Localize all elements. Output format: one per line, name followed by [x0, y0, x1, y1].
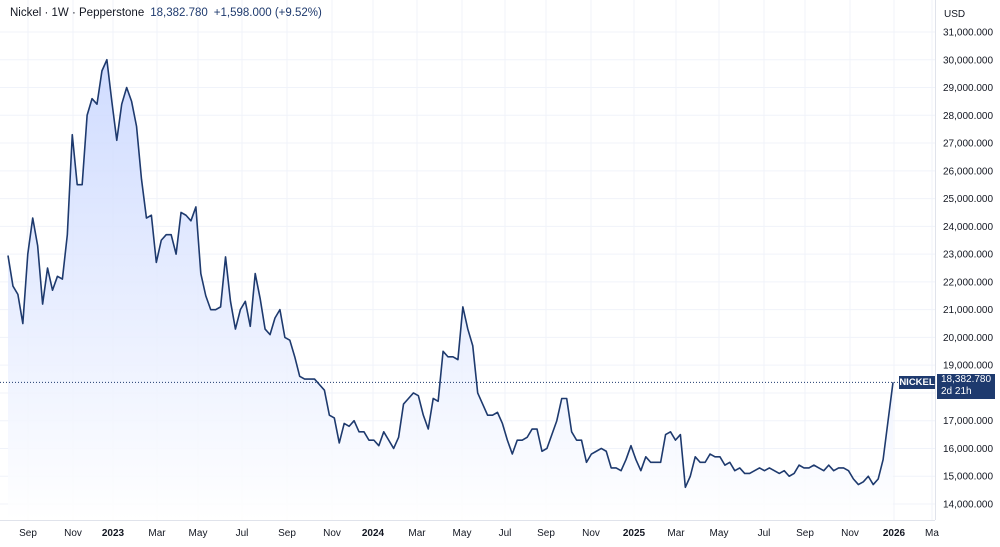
x-tick-label: Nov: [323, 528, 341, 539]
price-scale[interactable]: 14,000.000 15,000.000 16,000.000 17,000.000…: [943, 28, 993, 511]
x-tick-label: Mar: [408, 528, 426, 539]
x-tick-label: Sep: [19, 528, 37, 539]
chart-legend: Nickel · 1W · Pepperstone 18,382.780 +1,…: [10, 7, 322, 19]
last-price-tag: 18,382.780 2d 21h: [937, 374, 995, 399]
y-tick-label: 19,000.000: [943, 361, 993, 372]
y-tick-label: 17,000.000: [943, 416, 993, 427]
x-tick-label: Sep: [278, 528, 296, 539]
y-tick-label: 22,000.000: [943, 277, 993, 288]
x-tick-label: Nov: [64, 528, 82, 539]
x-tick-label: May: [189, 528, 208, 539]
x-tick-label: Nov: [841, 528, 859, 539]
x-tick-label: May: [710, 528, 729, 539]
y-tick-label: 16,000.000: [943, 444, 993, 455]
bar-countdown: 2d 21h: [941, 386, 972, 397]
legend-price: 18,382.780: [150, 7, 208, 19]
currency-unit[interactable]: USD: [944, 9, 966, 20]
y-tick-label: 26,000.000: [943, 166, 993, 177]
x-tick-label: Sep: [537, 528, 555, 539]
y-tick-label: 29,000.000: [943, 83, 993, 94]
x-tick-label: 2023: [102, 528, 125, 539]
y-tick-label: 15,000.000: [943, 472, 993, 483]
y-tick-label: 30,000.000: [943, 55, 993, 66]
symbol-title[interactable]: Nickel · 1W · Pepperstone: [10, 7, 145, 19]
symbol-tag: NICKEL: [899, 376, 935, 389]
x-tick-label: May: [453, 528, 472, 539]
time-scale[interactable]: Sep Nov 2023 Mar May Jul Sep Nov 2024 Mar May Jul Se…: [19, 528, 939, 539]
x-tick-label: 2026: [883, 528, 906, 539]
x-tick-label: 2024: [362, 528, 385, 539]
y-tick-label: 24,000.000: [943, 222, 993, 233]
y-tick-label: 14,000.000: [943, 500, 993, 511]
x-tick-label: 2025: [623, 528, 646, 539]
y-tick-label: 20,000.000: [943, 333, 993, 344]
legend-change: +1,598.000 (+9.52%): [213, 7, 322, 19]
y-tick-label: 21,000.000: [943, 305, 993, 316]
price-area-fill: [8, 59, 893, 520]
x-tick-label: Jul: [236, 528, 249, 539]
y-tick-label: 23,000.000: [943, 250, 993, 261]
x-tick-label: Jul: [499, 528, 512, 539]
y-tick-label: 27,000.000: [943, 139, 993, 150]
x-tick-label: Nov: [582, 528, 600, 539]
x-tick-label: Ma: [925, 528, 939, 539]
price-line[interactable]: [7, 58, 894, 489]
x-tick-label: Mar: [148, 528, 166, 539]
y-tick-label: 31,000.000: [943, 28, 993, 39]
last-price-value: 18,382.780: [941, 374, 992, 385]
y-tick-label: 28,000.000: [943, 111, 993, 122]
x-tick-label: Sep: [796, 528, 814, 539]
x-tick-label: Jul: [758, 528, 771, 539]
y-tick-label: 25,000.000: [943, 194, 993, 205]
x-tick-label: Mar: [667, 528, 685, 539]
